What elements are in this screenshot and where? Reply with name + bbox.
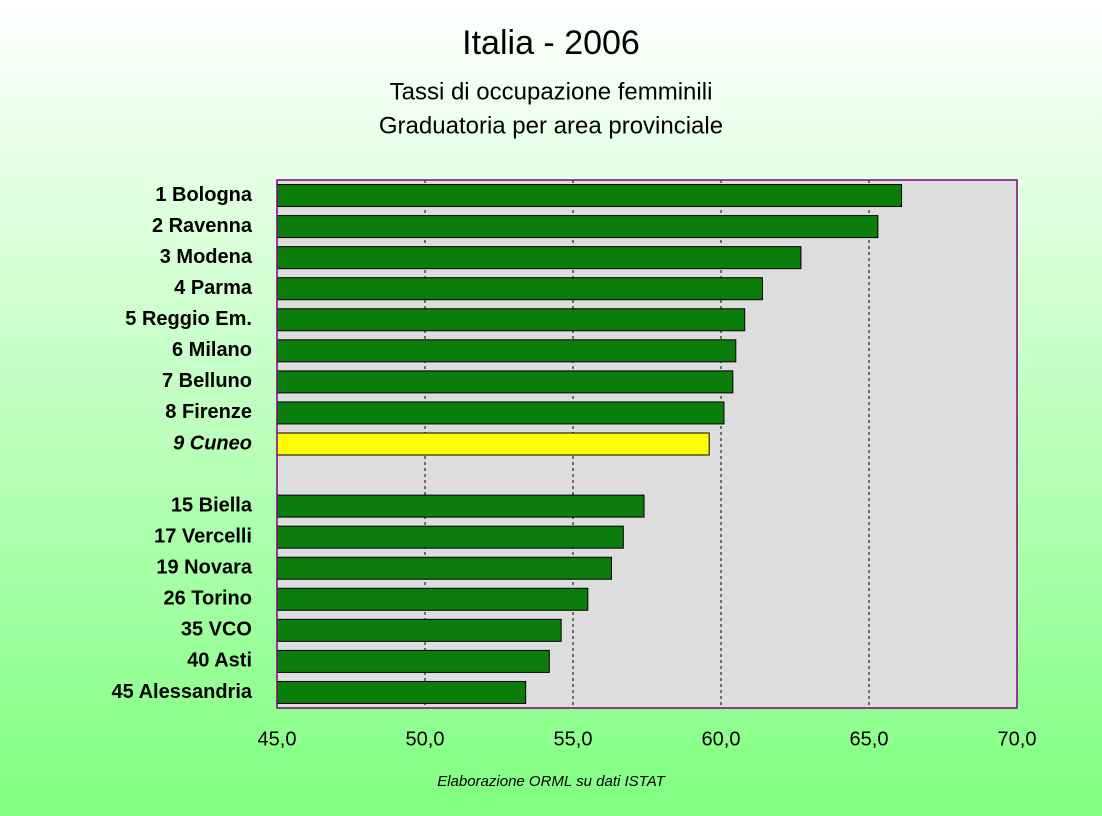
bar [276,680,527,704]
bar [276,649,550,673]
bar [276,277,763,301]
y-tick-label: 2 Ravenna [152,215,253,237]
bar [276,339,737,363]
subtitle: Graduatoria per area provinciale [379,112,723,139]
bar [276,556,612,580]
y-tick-label: 45 Alessandria [112,681,253,703]
y-tick-label: 1 Bologna [155,184,253,206]
bar [276,246,802,270]
bar [276,494,645,518]
bar [276,432,710,456]
y-tick-label: 3 Modena [160,246,253,268]
chart-title: Italia - 2006 [462,24,640,62]
x-tick-label: 70,0 [998,728,1037,750]
subtitle: Tassi di occupazione femminili [390,78,713,105]
bar [276,308,746,332]
bar [276,215,879,239]
x-tick-label: 50,0 [406,728,445,750]
y-tick-label: 40 Asti [187,650,252,672]
bar [276,587,589,611]
y-tick-label: 26 Torino [163,588,252,610]
y-tick-label: 7 Belluno [162,370,252,392]
source-note: Elaborazione ORML su dati ISTAT [437,773,666,790]
x-tick-label: 60,0 [702,728,741,750]
y-tick-label: 19 Novara [156,557,252,579]
y-tick-label: 5 Reggio Em. [125,308,252,330]
y-tick-label: 9 Cuneo [173,432,252,454]
bar [276,370,734,394]
y-tick-label: 4 Parma [174,277,253,299]
x-tick-label: 65,0 [850,728,889,750]
bar [276,184,903,208]
x-tick-label: 55,0 [554,728,593,750]
y-tick-label: 17 Vercelli [154,525,252,547]
bar [276,525,624,549]
y-tick-label: 8 Firenze [165,401,252,423]
bar [276,618,562,642]
plot-border [276,179,1018,709]
y-tick-label: 35 VCO [181,619,252,641]
bar [276,401,725,425]
x-tick-label: 45,0 [258,728,297,750]
y-tick-label: 15 Biella [171,494,253,516]
y-tick-label: 6 Milano [172,339,252,361]
